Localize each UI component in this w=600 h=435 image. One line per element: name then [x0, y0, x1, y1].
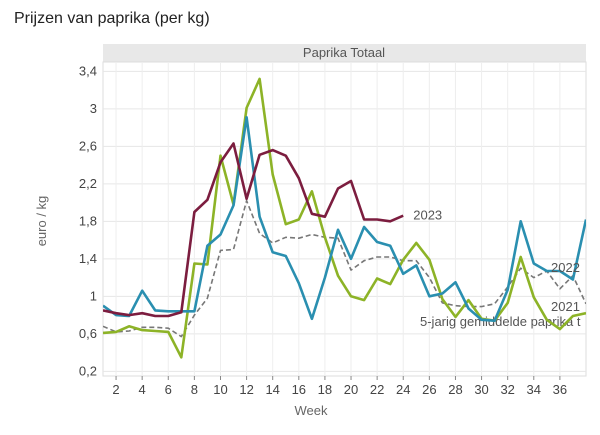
x-tick-label: 24: [396, 382, 410, 397]
x-axis-label: Week: [295, 403, 328, 418]
x-tick-label: 14: [265, 382, 279, 397]
x-tick-label: 6: [165, 382, 172, 397]
x-tick-label: 36: [553, 382, 567, 397]
panel-title: Paprika Totaal: [303, 45, 385, 60]
x-tick-label: 26: [422, 382, 436, 397]
x-tick-label: 20: [344, 382, 358, 397]
series-2023: [103, 142, 404, 318]
x-tick-label: 22: [370, 382, 384, 397]
x-tick-label: 16: [292, 382, 306, 397]
y-tick-label: 1,8: [79, 213, 97, 228]
y-tick-label: 2,6: [79, 138, 97, 153]
x-tick-label: 34: [527, 382, 541, 397]
series-line: [103, 77, 586, 359]
x-tick-label: 8: [191, 382, 198, 397]
y-tick-label: 2,2: [79, 176, 97, 191]
page-title: Prijzen van paprika (per kg): [14, 10, 210, 27]
x-tick-label: 32: [500, 382, 514, 397]
y-tick-label: 3: [90, 101, 97, 116]
x-tick-label: 28: [448, 382, 462, 397]
plot-area: [102, 61, 587, 377]
series-label: 5-jarig gemiddelde paprika t: [420, 314, 581, 329]
panel-strip: [103, 44, 586, 62]
series-line: [103, 142, 404, 318]
y-tick-label: 0,2: [79, 363, 97, 378]
series-label: 2021: [551, 299, 580, 314]
series-label: 2023: [413, 208, 442, 223]
x-tick-label: 18: [318, 382, 332, 397]
y-axis-label: euro / kg: [34, 196, 49, 247]
x-tick-label: 30: [474, 382, 488, 397]
x-tick-label: 12: [239, 382, 253, 397]
series-line: [103, 116, 586, 323]
x-tick-label: 4: [139, 382, 146, 397]
axis-ticks: 0,20,611,41,82,22,633,42 4 6 8 10 12 14 16 18 20 2…: [79, 63, 567, 397]
x-tick-label: 2: [112, 382, 119, 397]
series-label: 2022: [551, 260, 580, 275]
y-tick-label: 1,4: [79, 251, 97, 266]
series-line: [103, 199, 586, 338]
y-tick-label: 3,4: [79, 63, 97, 78]
y-tick-label: 0,6: [79, 326, 97, 341]
y-tick-label: 1: [90, 288, 97, 303]
x-tick-label: 10: [213, 382, 227, 397]
grid: [103, 62, 586, 376]
